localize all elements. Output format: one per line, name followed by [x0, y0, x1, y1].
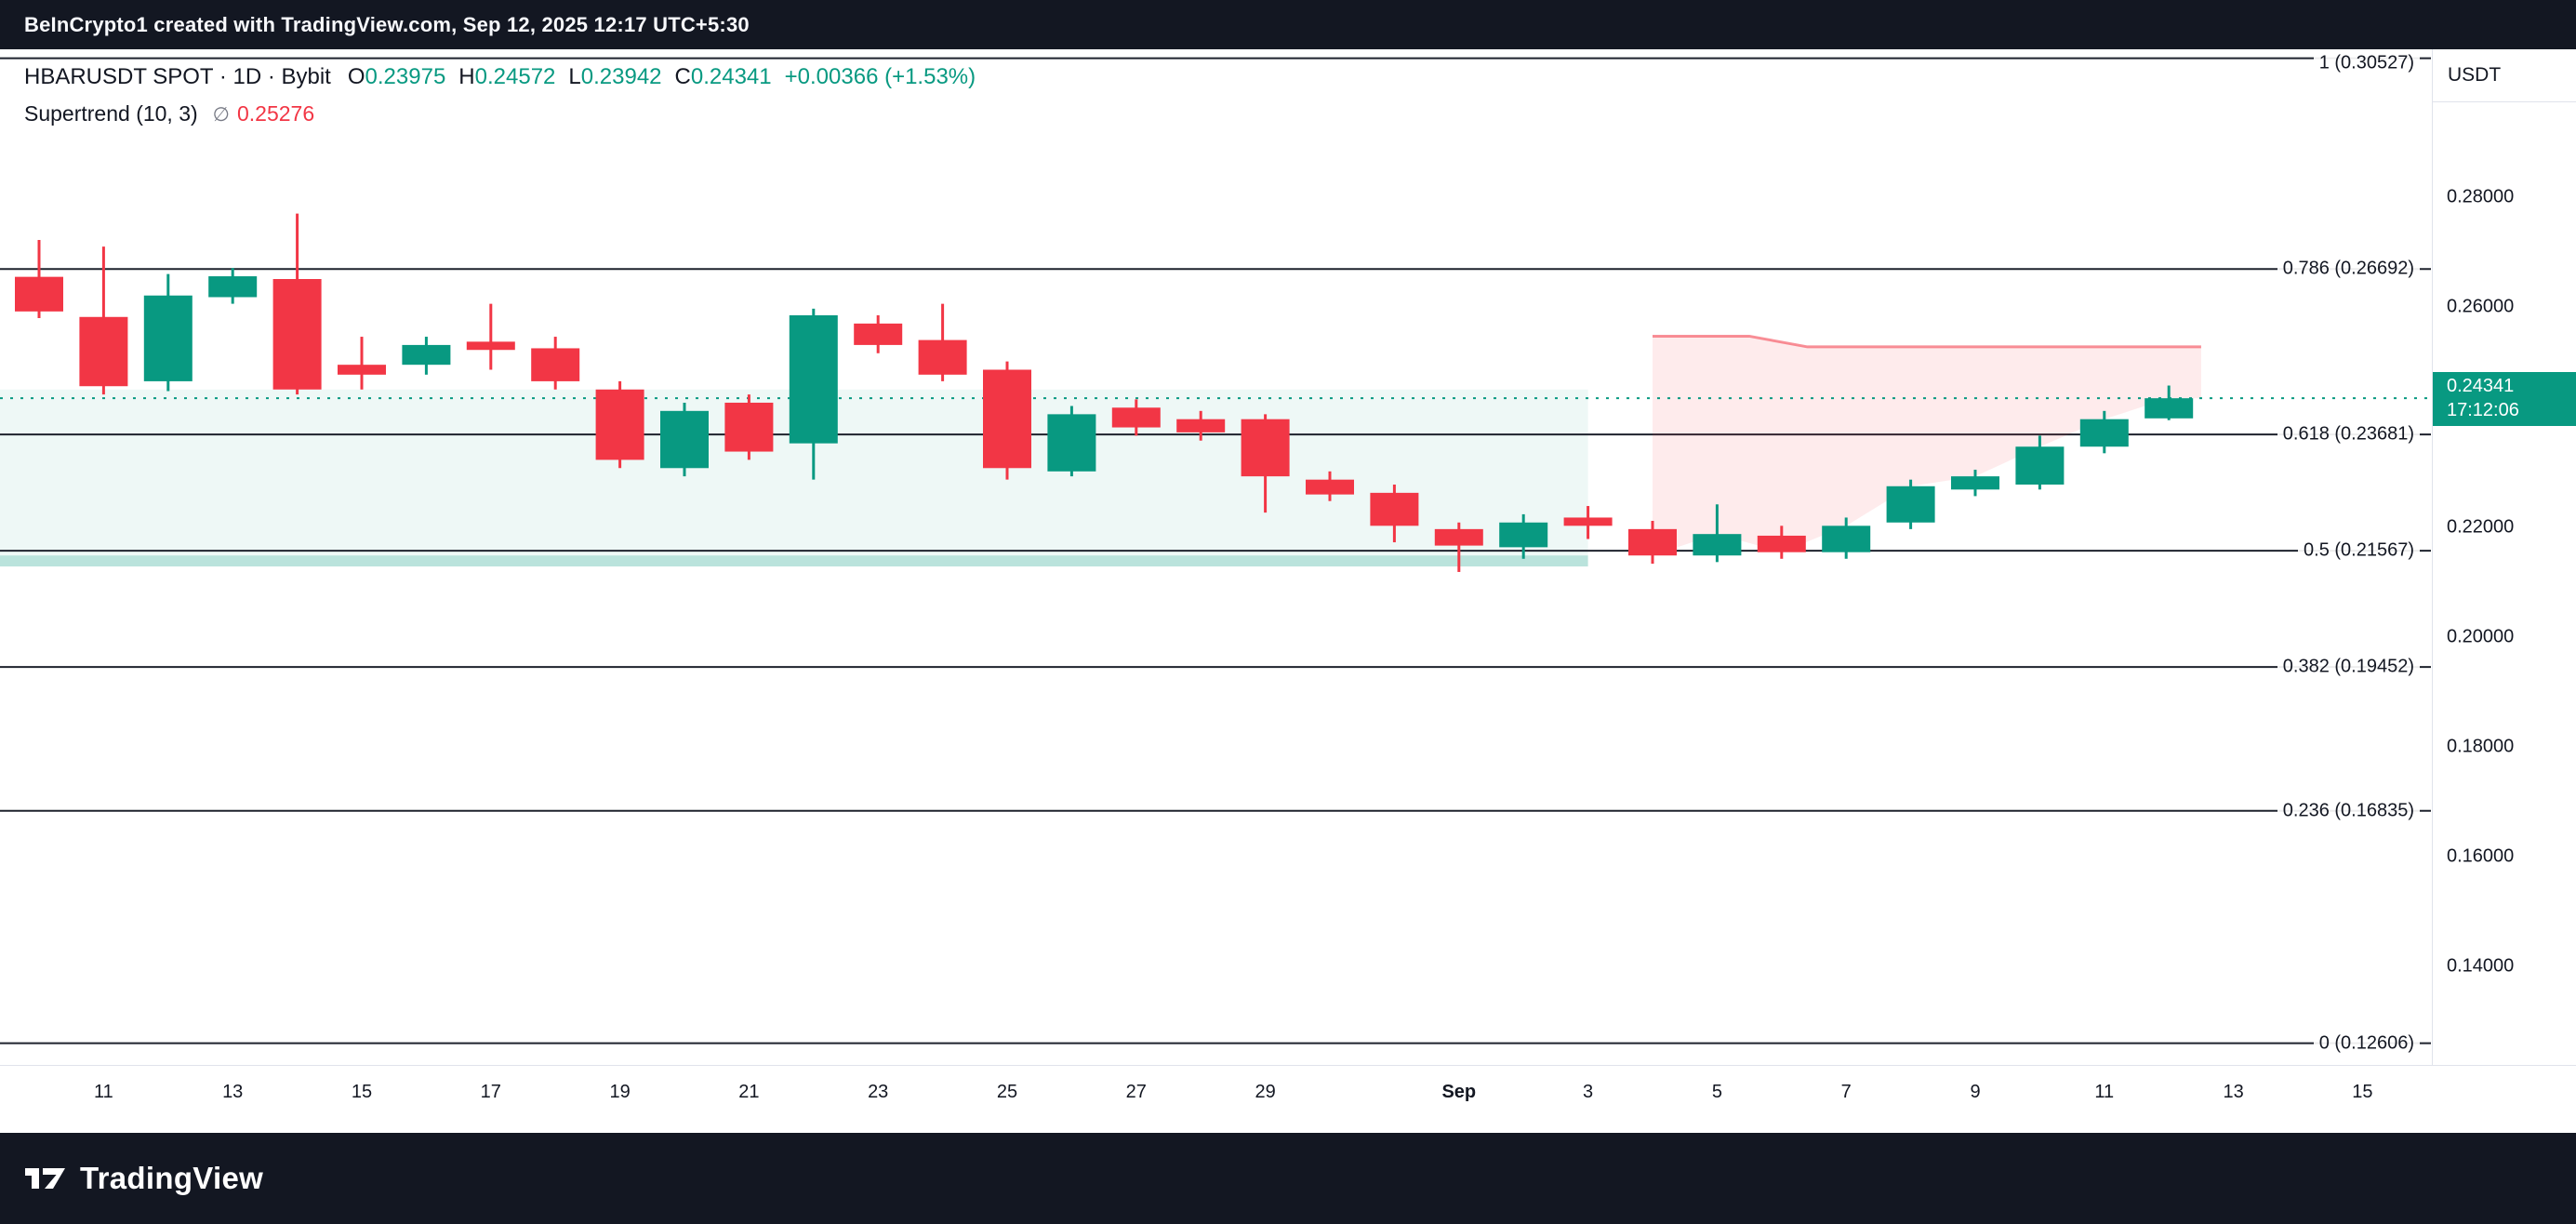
tradingview-logo-icon — [25, 1168, 65, 1189]
close-letter: C — [674, 64, 691, 89]
candle-body — [1111, 407, 1161, 428]
high-value: 0.24572 — [474, 64, 556, 89]
ohlc-close: C0.24341 — [675, 64, 772, 90]
average-icon: ∅ — [212, 104, 230, 126]
time-axis-label: 11 — [94, 1082, 113, 1102]
price-axis-label: 0.18000 — [2447, 736, 2515, 757]
candle-body — [789, 315, 838, 444]
time-axis-label: 13 — [222, 1082, 244, 1102]
price-axis-label: 0.16000 — [2447, 845, 2515, 867]
indicator-name[interactable]: Supertrend (10, 3) — [24, 101, 198, 126]
candle-body — [402, 344, 451, 366]
time-axis-label: 9 — [1970, 1082, 1981, 1102]
high-letter: H — [458, 64, 475, 89]
time-axis-label: 27 — [1125, 1082, 1147, 1102]
chart-region[interactable]: 1 (0.30527) 0.786 (0.26692) 0.618 (0.236… — [0, 49, 2576, 1133]
current-price: 0.24341 — [2447, 376, 2515, 397]
open-value: 0.23975 — [365, 64, 446, 89]
candle-body — [1176, 419, 1226, 432]
open-letter: O — [347, 64, 365, 89]
ohlc-low: L0.23942 — [568, 64, 661, 90]
indicator-value: 0.25276 — [236, 101, 315, 126]
indicator-legend-row: Supertrend (10, 3) ∅ 0.25276 — [24, 101, 976, 126]
candle-body — [854, 323, 903, 345]
symbol-legend-row: HBARUSDT SPOT · 1D · Bybit O0.23975 H0.2… — [24, 64, 976, 90]
close-value: 0.24341 — [690, 64, 772, 89]
attribution-text: BeInCrypto1 created with TradingView.com… — [24, 12, 750, 36]
candle-body — [1628, 528, 1677, 556]
bar-countdown: 17:12:06 — [2447, 400, 2519, 421]
candle-body — [143, 295, 193, 381]
time-axis-label: 11 — [2094, 1082, 2115, 1102]
ohlc-high: H0.24572 — [458, 64, 555, 90]
supertrend-line — [1653, 334, 2201, 349]
candle-body — [595, 389, 644, 460]
attribution-bar: BeInCrypto1 created with TradingView.com… — [0, 0, 2576, 49]
candle-body — [338, 365, 386, 375]
chart-legend: HBARUSDT SPOT · 1D · Bybit O0.23975 H0.2… — [24, 64, 976, 126]
candle-body — [15, 276, 63, 312]
supertrend-fill — [1653, 336, 2201, 556]
time-axis-label: 7 — [1840, 1082, 1852, 1102]
price-axis-label: 0.26000 — [2447, 296, 2515, 317]
candle-body — [1693, 534, 1742, 556]
current-price-badge: 0.24341 17:12:06 — [2433, 372, 2576, 427]
candle-body — [2144, 398, 2194, 419]
time-axis-label: 25 — [996, 1082, 1018, 1102]
candle-body — [1563, 517, 1613, 526]
fib-zone-band — [0, 555, 1588, 567]
candle-body — [466, 341, 515, 351]
time-axis-label: 23 — [868, 1082, 889, 1102]
time-axis-label: 13 — [2223, 1082, 2244, 1102]
time-axis-label: 17 — [480, 1082, 501, 1102]
low-value: 0.23942 — [580, 64, 662, 89]
price-axis-label: 0.14000 — [2447, 955, 2515, 977]
bottom-bar: TradingView — [0, 1133, 2576, 1224]
candle-body — [1822, 526, 1871, 552]
candle-body — [2015, 446, 2065, 485]
time-axis-label: 3 — [1583, 1082, 1594, 1102]
candle-body — [1499, 522, 1548, 548]
time-axis-label: 15 — [2352, 1082, 2373, 1102]
time-axis-label: 29 — [1255, 1082, 1276, 1102]
time-axis-label: 5 — [1711, 1082, 1722, 1102]
price-axis-label: 0.28000 — [2447, 186, 2515, 207]
candle-body — [1370, 492, 1419, 526]
candle-body — [1306, 479, 1354, 495]
candle-body — [208, 276, 258, 298]
currency-label[interactable]: USDT — [2433, 49, 2576, 102]
price-chart-canvas[interactable] — [0, 49, 2431, 1065]
candle-body — [1951, 476, 1999, 490]
candle-body — [1241, 419, 1290, 477]
tradingview-logo-link[interactable]: TradingView — [24, 1161, 263, 1196]
candle-body — [1047, 414, 1096, 472]
price-change: +0.00366 (+1.53%) — [784, 64, 976, 89]
time-axis[interactable]: 11 13 15 17 19 21 23 25 27 29 Sep 3 5 7 9 11 13 15 — [0, 1065, 2576, 1133]
price-axis[interactable]: USDT 0.28000 0.26000 0.22000 0.20000 0.18000… — [2432, 49, 2576, 1065]
time-axis-label: Sep — [1441, 1082, 1477, 1102]
time-axis-label: 21 — [738, 1082, 760, 1102]
candle-body — [983, 369, 1031, 469]
candle-body — [1886, 486, 1935, 523]
price-axis-label: 0.22000 — [2447, 516, 2515, 537]
candle-body — [2079, 419, 2129, 447]
time-axis-label: 15 — [351, 1082, 373, 1102]
tradingview-brand-text: TradingView — [80, 1161, 264, 1195]
candle-body — [660, 410, 709, 469]
candle-body — [1757, 535, 1806, 552]
candle-body — [724, 402, 774, 452]
ohlc-open: O0.23975 — [348, 64, 445, 90]
time-axis-label: 19 — [609, 1082, 631, 1102]
candle-body — [1434, 528, 1483, 546]
candle-body — [918, 339, 967, 375]
candle-body — [531, 348, 580, 381]
candle-body — [79, 316, 128, 387]
low-letter: L — [568, 64, 581, 89]
symbol-title[interactable]: HBARUSDT SPOT · 1D · Bybit — [24, 64, 331, 89]
price-axis-label: 0.20000 — [2447, 626, 2515, 647]
candle-body — [272, 279, 322, 390]
